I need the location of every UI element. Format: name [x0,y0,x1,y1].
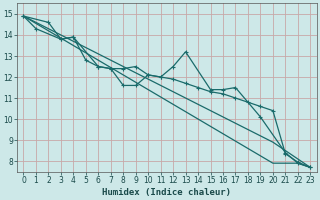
X-axis label: Humidex (Indice chaleur): Humidex (Indice chaleur) [102,188,231,197]
